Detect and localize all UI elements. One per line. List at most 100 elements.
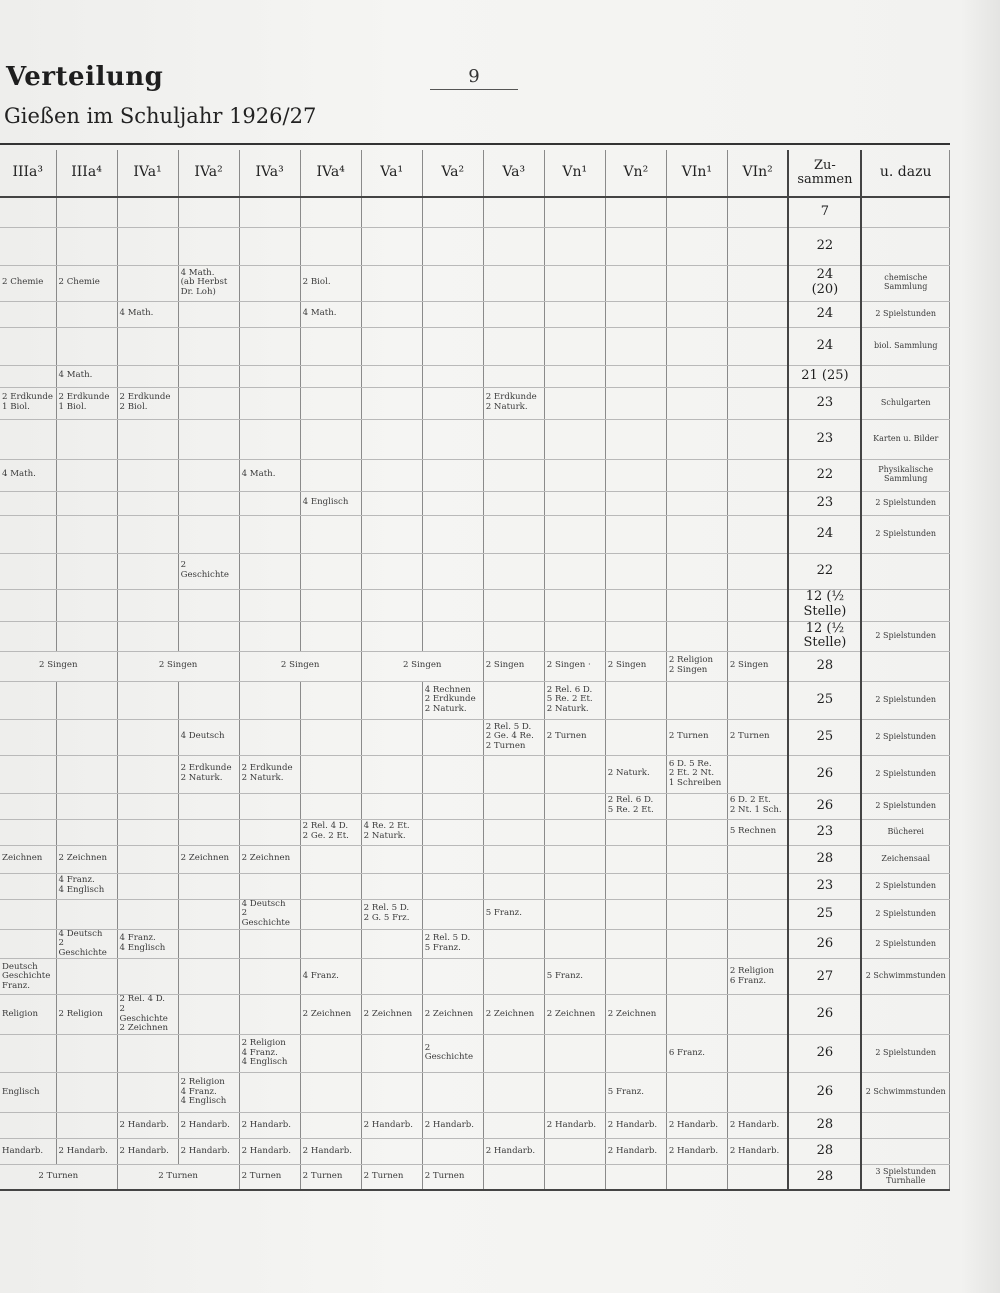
total-cell: 7: [787, 197, 863, 228]
table-cell: [0, 365, 57, 388]
extra-cell: [861, 1112, 951, 1139]
table-cell: [727, 491, 789, 516]
table-cell: [544, 873, 606, 900]
table-cell: [56, 1034, 118, 1073]
table-cell: [727, 1164, 789, 1192]
table-cell: [422, 265, 484, 302]
table-cell: [605, 681, 667, 720]
table-cell: [727, 387, 789, 420]
extra-cell: chemische Sammlung: [861, 265, 951, 302]
table-cell: [300, 553, 362, 590]
table-cell: [422, 419, 484, 460]
table-cell: [117, 419, 179, 460]
table-cell: [666, 365, 728, 388]
table-cell: [483, 419, 545, 460]
table-cell: [178, 819, 240, 846]
table-cell: [117, 621, 179, 652]
table-cell: [178, 621, 240, 652]
table-cell: [361, 227, 423, 266]
table-cell: [300, 327, 362, 366]
table-cell: [361, 301, 423, 328]
total-cell: 22: [787, 459, 863, 492]
table-cell: [727, 365, 789, 388]
total-cell: 26: [787, 994, 863, 1035]
table-cell: 2 Religion 2 Singen: [666, 651, 728, 682]
table-cell: [544, 1072, 606, 1113]
table-cell: [361, 681, 423, 720]
table-cell: [483, 755, 545, 794]
table-cell: 2 Rel. 4 D. 2 Geschichte 2 Zeichnen: [117, 994, 179, 1035]
total-cell: 25: [787, 681, 863, 720]
total-cell: 12 (½ Stelle): [787, 621, 863, 652]
table-cell: [544, 845, 606, 874]
column-header: IVa⁴: [300, 150, 362, 198]
table-cell: [422, 1138, 484, 1165]
table-row: 4 Franz. 4 Englisch 23 2 Spielstunden: [0, 873, 951, 900]
table-cell: 2 Geschichte: [178, 553, 240, 590]
extra-cell: Schulgarten: [861, 387, 951, 420]
table-row: 2 Chemie 2 Chemie 4 Math. (ab Herbst Dr. L…: [0, 265, 951, 302]
extra-cell: [861, 365, 951, 388]
table-cell: [361, 1034, 423, 1073]
table-cell: Religion: [0, 994, 57, 1035]
table-cell: [178, 873, 240, 900]
total-cell: 28: [787, 845, 863, 874]
table-cell: [361, 1138, 423, 1165]
table-row: 2 Turnen 2 Turnen 2 Turnen 2 Turnen 2 Turnen…: [0, 1163, 951, 1192]
table-cell: 2 Zeichnen: [544, 994, 606, 1035]
merged-cell: 2 Turnen: [0, 1163, 118, 1192]
table-cell: [300, 365, 362, 388]
table-cell: [56, 958, 118, 996]
table-cell: [178, 929, 240, 960]
table-cell: [605, 197, 667, 228]
table-cell: [0, 755, 57, 794]
table-cell: [300, 681, 362, 720]
table-cell: [483, 553, 545, 590]
total-cell: 28: [787, 1138, 863, 1165]
table-cell: [0, 1034, 57, 1073]
table-cell: [300, 1072, 362, 1113]
extra-cell: [861, 589, 951, 622]
table-row: 2 Handarb. 2 Handarb. 2 Handarb. 2 Handarb.…: [0, 1112, 951, 1139]
table-cell: [727, 265, 789, 302]
table-cell: 6 D. 2 Et. 2 Nt. 1 Sch.: [727, 793, 789, 820]
total-cell: 24: [787, 327, 863, 366]
extra-cell: Karten u. Bilder: [861, 419, 951, 460]
table-cell: [544, 301, 606, 328]
table-cell: 2 Turnen: [361, 1164, 423, 1192]
column-header: VIn²: [727, 150, 789, 198]
total-cell: 23: [787, 819, 863, 846]
table-cell: 4 Franz. 4 Englisch: [117, 929, 179, 960]
table-cell: [0, 621, 57, 652]
merged-cell: 2 Singen: [0, 650, 118, 682]
table-cell: 2 Handarb.: [422, 1112, 484, 1139]
table-row: 24 2 Spielstunden: [0, 515, 951, 554]
table-cell: 2 Rel. 5 D. 2 Ge. 4 Re. 2 Turnen: [483, 719, 545, 756]
table-cell: [544, 265, 606, 302]
table-cell: 2 Handarb.: [178, 1138, 240, 1165]
table-cell: [666, 793, 728, 820]
table-cell: 2 Rel. 5 D. 2 G. 5 Frz.: [361, 899, 423, 930]
table-cell: [239, 327, 301, 366]
extra-cell: 2 Spielstunden: [861, 873, 951, 900]
total-cell: 27: [787, 958, 863, 996]
table-cell: [117, 265, 179, 302]
table-cell: 2 Turnen: [239, 1164, 301, 1192]
extra-cell: 2 Spielstunden: [861, 681, 951, 720]
table-cell: [300, 845, 362, 874]
table-cell: 2 Zeichnen: [178, 845, 240, 874]
table-cell: [0, 899, 57, 930]
table-cell: 2 Zeichnen: [483, 994, 545, 1035]
table-cell: [300, 899, 362, 930]
table-cell: 2 Rel. 5 D. 5 Franz.: [422, 929, 484, 960]
table-cell: 2 Erdkunde 2 Naturk.: [178, 755, 240, 794]
table-cell: [361, 929, 423, 960]
table-cell: [239, 197, 301, 228]
table-cell: [300, 1112, 362, 1139]
table-cell: 2 Erdkunde 2 Biol.: [117, 387, 179, 420]
table-cell: [605, 515, 667, 554]
table-cell: [666, 553, 728, 590]
table-cell: 4 Franz.: [300, 958, 362, 996]
table-row: 2 Geschichte 22: [0, 553, 951, 590]
